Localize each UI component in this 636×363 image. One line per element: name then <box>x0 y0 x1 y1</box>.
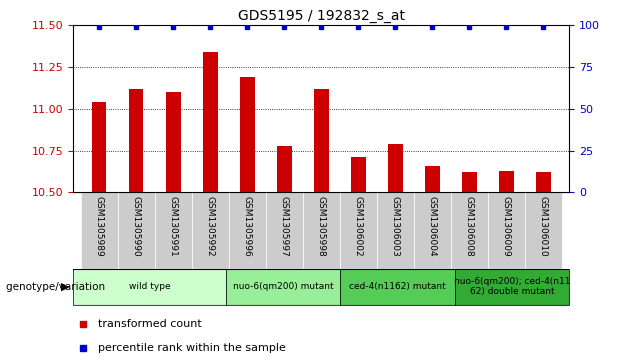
Bar <box>266 192 303 269</box>
Text: GSM1306008: GSM1306008 <box>465 196 474 257</box>
Bar <box>455 269 569 305</box>
Bar <box>425 166 439 192</box>
Bar <box>377 192 414 269</box>
Title: GDS5195 / 192832_s_at: GDS5195 / 192832_s_at <box>238 9 404 23</box>
Text: GSM1305997: GSM1305997 <box>280 196 289 257</box>
Text: percentile rank within the sample: percentile rank within the sample <box>98 343 286 352</box>
Text: genotype/variation: genotype/variation <box>6 282 109 292</box>
Text: ced-4(n1162) mutant: ced-4(n1162) mutant <box>349 282 446 291</box>
Bar <box>340 269 455 305</box>
Text: transformed count: transformed count <box>98 319 202 329</box>
Text: wild type: wild type <box>128 282 170 291</box>
Text: GSM1305992: GSM1305992 <box>205 196 214 257</box>
Bar <box>414 192 451 269</box>
Text: GSM1306003: GSM1306003 <box>391 196 399 257</box>
Bar <box>73 269 226 305</box>
Text: GSM1305991: GSM1305991 <box>169 196 177 257</box>
Text: nuo-6(qm200) mutant: nuo-6(qm200) mutant <box>233 282 333 291</box>
Bar <box>203 52 218 192</box>
Text: GSM1306002: GSM1306002 <box>354 196 363 257</box>
Bar <box>81 192 118 269</box>
Text: GSM1305989: GSM1305989 <box>95 196 104 257</box>
Bar <box>277 146 291 192</box>
Bar <box>462 172 476 192</box>
Bar <box>388 144 403 192</box>
Bar <box>525 192 562 269</box>
Bar <box>240 77 254 192</box>
Bar <box>166 92 181 192</box>
Bar <box>92 102 106 192</box>
Bar <box>451 192 488 269</box>
Bar <box>303 192 340 269</box>
Bar <box>118 192 155 269</box>
Bar <box>499 171 514 192</box>
Text: nuo-6(qm200); ced-4(n11
62) double mutant: nuo-6(qm200); ced-4(n11 62) double mutan… <box>453 277 570 297</box>
Bar <box>536 172 551 192</box>
Bar <box>351 157 366 192</box>
Text: GSM1305996: GSM1305996 <box>243 196 252 257</box>
Bar <box>488 192 525 269</box>
Bar <box>228 192 266 269</box>
Text: GSM1306004: GSM1306004 <box>428 196 437 257</box>
Bar <box>314 89 329 192</box>
Text: GSM1306009: GSM1306009 <box>502 196 511 257</box>
Bar <box>155 192 191 269</box>
Bar <box>340 192 377 269</box>
Text: GSM1305990: GSM1305990 <box>132 196 141 257</box>
Bar <box>128 89 144 192</box>
Text: GSM1306010: GSM1306010 <box>539 196 548 257</box>
Bar <box>191 192 228 269</box>
Text: ▶: ▶ <box>62 282 70 292</box>
Bar <box>226 269 340 305</box>
Text: GSM1305998: GSM1305998 <box>317 196 326 257</box>
